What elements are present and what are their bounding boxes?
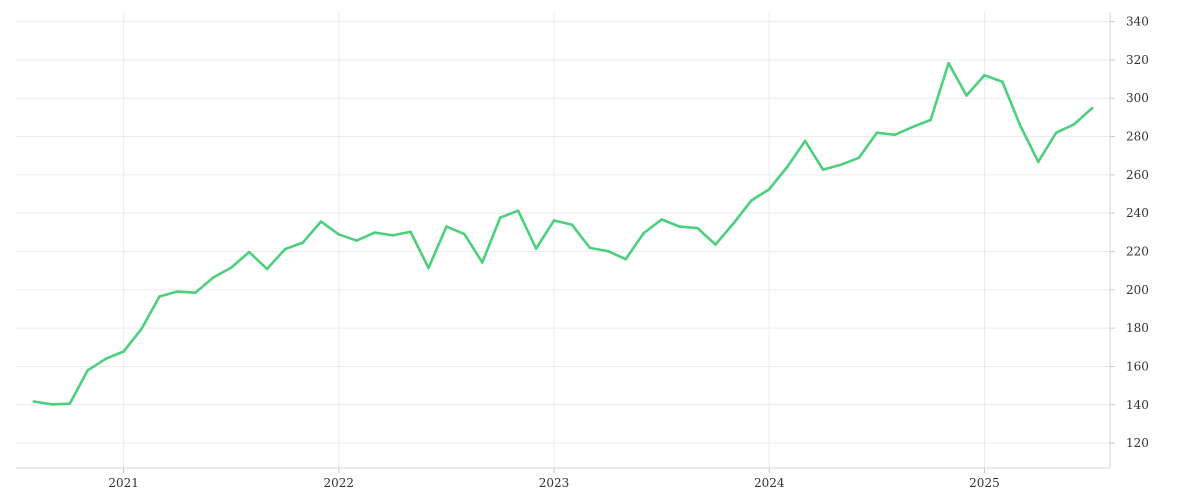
data-point <box>283 247 287 251</box>
data-point <box>319 220 323 223</box>
x-tick-label: 2023 <box>539 476 570 490</box>
data-point <box>229 266 233 269</box>
y-tick-label: 260 <box>1126 168 1149 182</box>
data-point <box>373 231 376 234</box>
data-point <box>445 225 448 228</box>
y-tick-label: 240 <box>1126 206 1149 220</box>
data-point <box>391 234 394 237</box>
data-point <box>714 243 717 246</box>
data-point <box>534 247 538 250</box>
data-point <box>86 368 90 372</box>
series-layer <box>32 61 1094 406</box>
data-point <box>606 249 610 253</box>
y-tick-label: 280 <box>1126 130 1149 144</box>
y-tick-label: 160 <box>1126 359 1149 373</box>
data-point <box>965 94 968 97</box>
data-point <box>1072 122 1076 126</box>
x-tick-label: 2024 <box>754 476 785 490</box>
y-tick-label: 200 <box>1126 283 1149 297</box>
data-point <box>104 357 107 361</box>
y-tick-label: 320 <box>1126 53 1149 67</box>
data-point <box>1090 106 1094 110</box>
data-point <box>588 246 592 250</box>
data-point <box>1036 160 1040 164</box>
data-point <box>211 276 215 279</box>
data-point <box>427 266 430 270</box>
data-point <box>767 187 771 191</box>
y-tick-label: 300 <box>1126 91 1149 105</box>
grid-lines <box>16 12 1110 468</box>
data-point <box>552 219 556 222</box>
data-point <box>732 222 735 225</box>
axes: 120 140 160 180 200 220 240 260 280 300 320 340 2021… <box>16 12 1149 490</box>
data-point <box>696 226 699 230</box>
x-tick-label: 2025 <box>969 476 1000 490</box>
data-point <box>1001 80 1004 84</box>
data-point <box>516 209 520 212</box>
data-point <box>32 400 36 403</box>
y-tick-label: 140 <box>1126 398 1149 412</box>
data-point <box>821 168 825 171</box>
data-point <box>176 290 179 293</box>
data-point <box>265 267 269 271</box>
data-point <box>463 232 466 236</box>
y-tick-label: 220 <box>1126 244 1149 258</box>
data-point <box>498 216 502 219</box>
data-point <box>480 261 484 264</box>
data-point <box>158 295 161 298</box>
data-point <box>875 131 879 135</box>
series-line <box>32 61 1094 406</box>
data-point <box>194 291 197 294</box>
data-point <box>337 233 341 236</box>
data-point <box>1019 124 1022 128</box>
data-point <box>929 118 932 122</box>
data-point <box>140 327 143 331</box>
data-point <box>50 403 54 406</box>
data-point <box>678 225 681 228</box>
data-point <box>68 402 72 405</box>
data-point <box>301 241 305 244</box>
y-tick-label: 180 <box>1126 321 1149 335</box>
data-point <box>624 257 628 261</box>
x-tick-label: 2021 <box>108 476 139 490</box>
data-point <box>947 61 950 65</box>
data-point <box>409 230 412 234</box>
data-point <box>839 163 843 167</box>
y-tick-label: 340 <box>1126 15 1149 29</box>
data-point <box>122 350 125 353</box>
data-point <box>983 73 986 77</box>
data-point <box>247 250 251 254</box>
data-point <box>355 239 359 242</box>
data-point <box>642 231 646 235</box>
data-point <box>1054 131 1058 135</box>
y-tick-label: 120 <box>1126 436 1149 450</box>
data-point <box>803 139 807 143</box>
data-point <box>785 165 789 169</box>
data-point <box>911 125 915 129</box>
data-point <box>570 223 574 226</box>
data-point <box>893 133 897 137</box>
data-point <box>750 199 753 202</box>
data-point <box>660 218 663 221</box>
data-point <box>857 156 861 160</box>
x-tick-label: 2022 <box>324 476 355 490</box>
